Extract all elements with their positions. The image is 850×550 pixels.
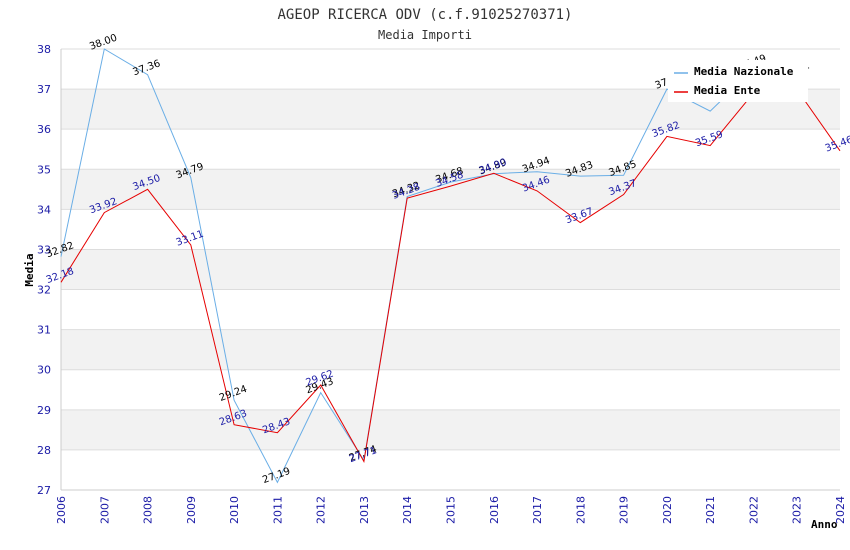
chart-title: AGEOP RICERCA ODV (c.f.91025270371) [277, 7, 572, 23]
y-axis-ticks: 27 28 29 30 31 32 33 34 35 36 37 38 [37, 43, 51, 497]
y-tick-label: 28 [37, 444, 51, 457]
data-label: 27.19 [261, 466, 292, 486]
y-tick-label: 32 [37, 284, 51, 297]
grid-band [61, 169, 840, 210]
x-tick-label: 2021 [704, 496, 717, 524]
x-tick-label: 2013 [358, 496, 371, 524]
legend-label-media-ente: Media Ente [694, 84, 761, 97]
data-label: 35.46 [824, 134, 850, 154]
y-tick-label: 30 [37, 364, 51, 377]
y-tick-label: 31 [37, 324, 51, 337]
grid-band [61, 249, 840, 290]
x-tick-label: 2007 [98, 496, 111, 524]
data-label: 29.24 [218, 384, 249, 404]
y-tick-label: 27 [37, 484, 51, 497]
y-tick-label: 34 [37, 203, 51, 216]
x-tick-label: 2012 [315, 496, 328, 524]
grid-bands [61, 48, 840, 491]
y-tick-label: 36 [37, 123, 51, 136]
data-label: 33.11 [175, 229, 206, 249]
x-tick-label: 2018 [574, 496, 587, 524]
y-tick-label: 33 [37, 243, 51, 256]
series-line-media-ente [60, 88, 841, 463]
x-tick-label: 2022 [747, 496, 760, 524]
x-tick-label: 2024 [834, 496, 847, 524]
x-tick-label: 2010 [228, 496, 241, 524]
x-tick-label: 2020 [661, 496, 674, 524]
y-tick-label: 35 [37, 163, 51, 176]
legend-box [668, 60, 808, 102]
grid-band [61, 409, 840, 450]
grid-band [61, 329, 840, 370]
legend-label-media-nazionale: Media Nazionale [694, 65, 794, 78]
x-tick-label: 2017 [531, 496, 544, 524]
x-tick-label: 2019 [618, 496, 631, 524]
x-tick-label: 2016 [488, 496, 501, 524]
x-tick-label: 2006 [55, 496, 68, 524]
x-tick-label: 2008 [142, 496, 155, 524]
legend: Media Nazionale Media Ente [668, 60, 808, 102]
x-axis-label: Anno [811, 518, 838, 531]
data-label: 35.59 [694, 129, 725, 149]
y-tick-label: 37 [37, 83, 51, 96]
x-tick-label: 2009 [185, 496, 198, 524]
x-axis-ticks: 2006 2007 2008 2009 2010 2011 2012 2013 2014 2015… [55, 496, 847, 524]
y-tick-label: 29 [37, 404, 51, 417]
data-label: 38.00 [88, 33, 119, 53]
data-label: 37.36 [131, 58, 162, 78]
x-tick-label: 2015 [445, 496, 458, 524]
x-tick-label: 2023 [791, 496, 804, 524]
y-axis-label: Media [23, 253, 36, 286]
y-tick-label: 38 [37, 43, 51, 56]
axes [60, 49, 840, 491]
x-tick-label: 2014 [401, 496, 414, 524]
x-tick-label: 2011 [271, 496, 284, 524]
chart-subtitle: Media Importi [378, 28, 472, 42]
